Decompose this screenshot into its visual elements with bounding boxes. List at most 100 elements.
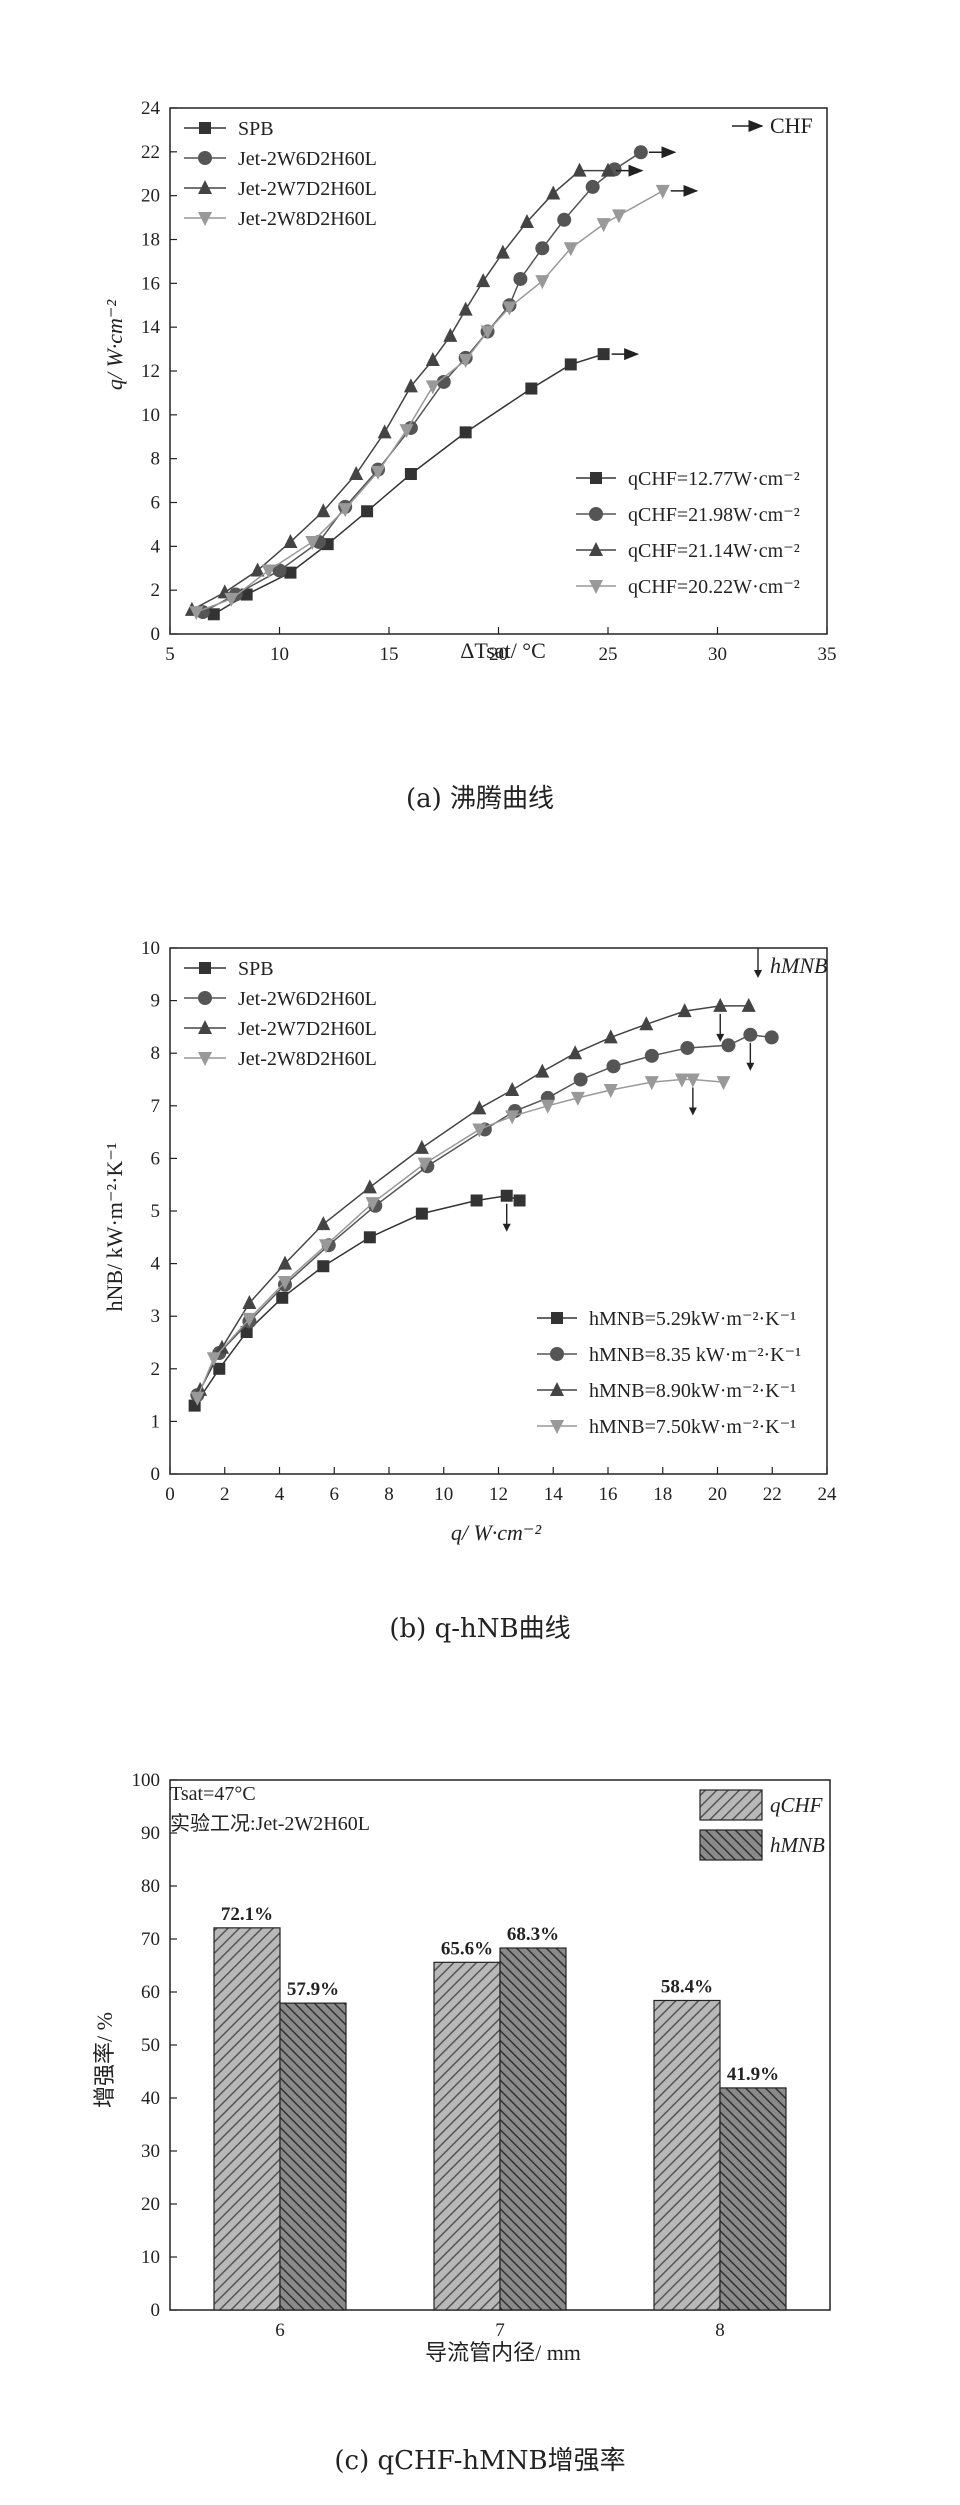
y-tick-label: 0 (151, 624, 161, 645)
annot-marker (590, 472, 602, 484)
chf-arrow-label: CHF (770, 113, 813, 138)
series-line-4 (196, 1078, 724, 1399)
data-point-4 (371, 465, 386, 480)
legend-marker (198, 1020, 212, 1034)
legend-entry: Jet-2W7D2H60L (238, 178, 377, 200)
x-tick-label: 16 (599, 1484, 618, 1505)
x-tick-label: 7 (495, 2320, 505, 2341)
bar-hMNB (499, 1947, 567, 2311)
y-tick-label: 14 (141, 317, 161, 338)
legend-entry: SPB (238, 958, 274, 980)
series-line-1 (213, 353, 604, 615)
annot-marker (589, 580, 603, 594)
data-point-2 (764, 1030, 779, 1045)
data-point-1 (525, 382, 538, 395)
data-point-2 (573, 1072, 588, 1087)
data-point-4 (458, 354, 473, 369)
bar-qCHF (653, 1999, 721, 2311)
bar-data-label: 72.1% (221, 1904, 273, 1925)
legend-marker (198, 991, 212, 1005)
series-line-1 (194, 1194, 520, 1407)
x-tick-label: 8 (715, 2320, 725, 2341)
data-point-4 (603, 1084, 618, 1099)
data-point-4 (224, 592, 239, 607)
data-point-4 (480, 325, 495, 340)
enhancement-rate-chart: 0 10 20 30 40 50 60 70 80 90 100 6 7 8 72.1% 57.9% 65.6… (92, 1770, 831, 2365)
data-point-3 (639, 1016, 654, 1031)
annot-entry: hMNB=8.35 kW·m⁻²·K⁻¹ (589, 1344, 801, 1366)
data-point-4 (399, 424, 414, 439)
data-point-2 (557, 212, 572, 227)
annot-marker (551, 1312, 563, 1324)
legend-marker (198, 151, 212, 165)
hmnb-arrowhead (716, 1033, 725, 1042)
bar-data-label: 58.4% (661, 1976, 713, 1997)
annot-entry: hMNB=7.50kW·m⁻²·K⁻¹ (589, 1416, 796, 1438)
y-tick-label: 1 (151, 1411, 161, 1432)
data-point-4 (644, 1076, 659, 1091)
y-axis-label: hNB/ kW·m⁻²·K⁻¹ (102, 1142, 127, 1311)
hmnb-arrowhead (688, 1107, 697, 1116)
x-tick-label: 2 (220, 1484, 230, 1505)
data-point-3 (713, 997, 728, 1012)
legend-marker (198, 180, 212, 194)
legend-entry: Jet-2W8D2H60L (238, 208, 377, 230)
y-tick-label: 40 (141, 2088, 160, 2109)
panel-q-hnb-curve: 0 2 4 6 8 10 12 14 16 18 20 22 24 0 1 2 3 4 5 6 7 8 9 10 SPB Jet… (0, 840, 960, 1680)
bar-qCHF (213, 1927, 281, 2311)
legend-marker (198, 1052, 212, 1066)
data-point-3 (362, 1179, 377, 1194)
data-point-1 (240, 1325, 253, 1338)
x-tick-label: 35 (818, 644, 837, 665)
data-point-3 (568, 1045, 583, 1060)
data-point-3 (519, 213, 534, 228)
hmnb-legend-arrowhead (754, 970, 762, 978)
x-tick-label: 10 (434, 1484, 453, 1505)
y-tick-label: 5 (151, 1201, 161, 1222)
bar-hMNB (719, 2087, 787, 2311)
data-point-4 (596, 218, 611, 233)
y-tick-label: 24 (141, 98, 161, 119)
annot-marker (550, 1347, 564, 1361)
data-point-3 (476, 273, 491, 288)
series-line-2 (196, 1034, 772, 1396)
data-point-1 (597, 348, 610, 361)
legend-marker (199, 122, 211, 134)
data-point-4 (417, 1157, 432, 1172)
y-tick-label: 4 (151, 536, 161, 557)
annot-entry: qCHF=21.98W·cm⁻² (628, 504, 800, 526)
data-point-3 (377, 424, 392, 439)
data-point-4 (655, 184, 670, 199)
y-tick-label: 20 (141, 2194, 160, 2215)
data-point-4 (540, 1099, 555, 1114)
note-tsat: Tsat=47°C (170, 1783, 256, 1805)
series-line-3 (191, 169, 608, 611)
bar-hMNB (279, 2002, 347, 2311)
data-point-3 (349, 466, 364, 481)
x-tick-label: 4 (275, 1484, 285, 1505)
data-point-2 (436, 374, 451, 389)
data-point-1 (564, 358, 577, 371)
data-point-1 (500, 1189, 513, 1202)
data-point-3 (741, 997, 756, 1012)
legend-entry: qCHF (770, 1793, 823, 1817)
legend-swatch (699, 1789, 763, 1821)
data-point-3 (316, 1216, 331, 1231)
y-tick-label: 3 (151, 1306, 161, 1327)
data-point-3 (495, 244, 510, 259)
x-axis-label: q/ W·cm⁻² (451, 1520, 542, 1545)
data-point-1 (404, 468, 417, 481)
data-point-4 (570, 1091, 585, 1106)
x-tick-label: 22 (763, 1484, 782, 1505)
panel-boiling-curve: 5 10 15 20 25 30 35 0 2 4 6 8 10 12 14 16 18 20 22 24 SPB Je… (0, 0, 960, 840)
data-point-4 (716, 1076, 731, 1091)
y-tick-label: 8 (151, 1043, 161, 1064)
data-point-4 (338, 503, 353, 518)
data-point-3 (677, 1003, 692, 1018)
data-point-3 (472, 1100, 487, 1115)
data-point-1 (317, 1260, 330, 1273)
data-point-1 (284, 566, 297, 579)
caption-a: (a) 沸腾曲线 (405, 784, 555, 814)
data-point-4 (674, 1073, 689, 1088)
